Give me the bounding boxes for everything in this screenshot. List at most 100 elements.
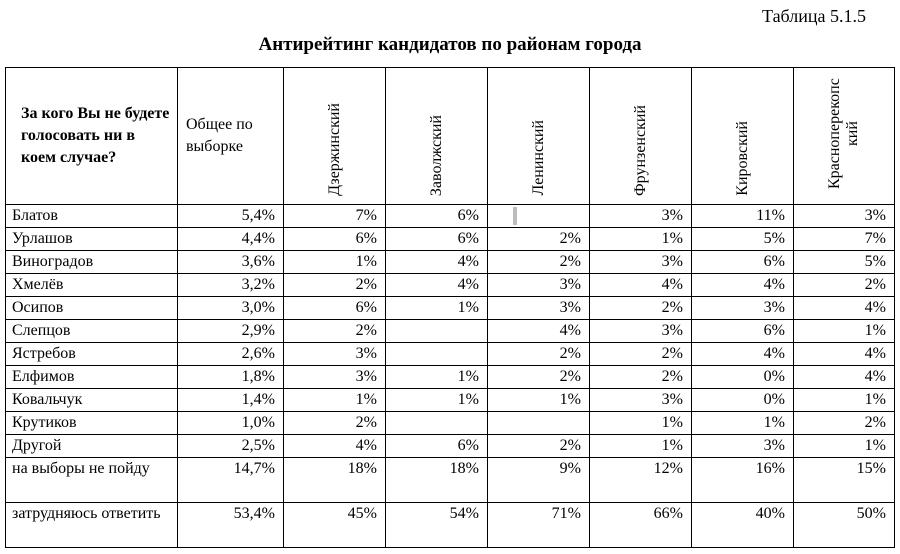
district-value: 6% <box>385 204 488 228</box>
table-row: Виноградов 3,6% 1% 4% 2% 3% 6% 5% <box>5 250 895 274</box>
district-header-dzerzhinsky: Дзержинский <box>283 67 386 205</box>
cell-marker <box>513 207 517 226</box>
district-value: 3% <box>691 434 794 458</box>
district-value: 2% <box>283 319 386 343</box>
district-value: 2% <box>487 227 590 251</box>
district-value: 2% <box>487 434 590 458</box>
district-value: 2% <box>793 273 895 297</box>
district-value: 6% <box>385 227 488 251</box>
total-value: 3,2% <box>177 273 284 297</box>
candidate-name: Крутиков <box>5 411 178 435</box>
header-row: За кого Вы не будете голосовать ни в кое… <box>5 67 895 205</box>
table-row: Блатов 5,4% 7% 6% 3% 11% 3% <box>5 204 895 228</box>
district-value: 54% <box>385 502 488 548</box>
table-title: Антирейтинг кандидатов по районам города <box>258 34 642 55</box>
candidate-name: Ястребов <box>5 342 178 366</box>
district-value: 71% <box>487 502 590 548</box>
district-value: 3% <box>589 250 692 274</box>
district-value: 1% <box>385 365 488 389</box>
district-value: 0% <box>691 388 794 412</box>
total-value: 1,4% <box>177 388 284 412</box>
district-value: 7% <box>793 227 895 251</box>
district-value: 4% <box>385 273 488 297</box>
table-row: Урлашов 4,4% 6% 6% 2% 1% 5% 7% <box>5 227 895 251</box>
district-value: 40% <box>691 502 794 548</box>
district-value: 6% <box>283 296 386 320</box>
district-value: 4% <box>385 250 488 274</box>
total-value: 5,4% <box>177 204 284 228</box>
district-value: 5% <box>793 250 895 274</box>
total-value: 2,6% <box>177 342 284 366</box>
district-header-leninsky: Ленинский <box>487 67 590 205</box>
district-value: 66% <box>589 502 692 548</box>
district-value: 1% <box>487 388 590 412</box>
total-value: 1,0% <box>177 411 284 435</box>
district-value: 4% <box>283 434 386 458</box>
total-value: 1,8% <box>177 365 284 389</box>
total-value: 3,0% <box>177 296 284 320</box>
district-value: 6% <box>283 227 386 251</box>
district-value: 1% <box>793 319 895 343</box>
district-value: 9% <box>487 457 590 503</box>
district-value: 1% <box>385 388 488 412</box>
district-value: 1% <box>589 227 692 251</box>
district-value <box>385 411 488 435</box>
district-value: 4% <box>487 319 590 343</box>
candidate-name: Осипов <box>5 296 178 320</box>
district-value: 2% <box>487 342 590 366</box>
total-value: 53,4% <box>177 502 284 548</box>
district-value: 6% <box>691 319 794 343</box>
district-value: 4% <box>793 296 895 320</box>
district-header-kirovsky: Кировский <box>691 67 794 205</box>
district-value: 3% <box>283 365 386 389</box>
district-value: 2% <box>589 296 692 320</box>
district-value: 3% <box>589 388 692 412</box>
district-value: 2% <box>283 273 386 297</box>
table-row: на выборы не пойду 14,7% 18% 18% 9% 12% 16% 15% <box>5 457 895 503</box>
district-value: 3% <box>487 273 590 297</box>
district-value: 1% <box>793 388 895 412</box>
table-row: Ястребов 2,6% 3% 2% 2% 4% 4% <box>5 342 895 366</box>
candidate-name: Хмелёв <box>5 273 178 297</box>
table-row: Хмелёв 3,2% 2% 4% 3% 4% 4% 2% <box>5 273 895 297</box>
table-row: затрудняюсь ответить 53,4% 45% 54% 71% 66% 40%… <box>5 502 895 548</box>
district-value: 2% <box>487 250 590 274</box>
district-value: 11% <box>691 204 794 228</box>
district-value <box>487 204 590 228</box>
district-value: 6% <box>385 434 488 458</box>
table-row: Осипов 3,0% 6% 1% 3% 2% 3% 4% <box>5 296 895 320</box>
table-number: Таблица 5.1.5 <box>762 6 866 26</box>
district-value: 1% <box>283 388 386 412</box>
district-value: 1% <box>691 411 794 435</box>
district-value: 2% <box>589 342 692 366</box>
district-value: 4% <box>793 365 895 389</box>
district-value: 3% <box>691 296 794 320</box>
district-value: 1% <box>793 434 895 458</box>
district-value: 1% <box>589 434 692 458</box>
district-value: 45% <box>283 502 386 548</box>
district-header-krasnoperekopsky: Красноперекопс кий <box>793 67 895 205</box>
candidate-name: Урлашов <box>5 227 178 251</box>
candidate-name: Слепцов <box>5 319 178 343</box>
candidate-name: Виноградов <box>5 250 178 274</box>
district-value <box>385 319 488 343</box>
district-value: 3% <box>793 204 895 228</box>
district-value: 3% <box>283 342 386 366</box>
candidate-name: Елфимов <box>5 365 178 389</box>
anti-rating-table: За кого Вы не будете голосовать ни в кое… <box>5 67 895 548</box>
district-value: 1% <box>589 411 692 435</box>
district-value: 1% <box>385 296 488 320</box>
district-value: 2% <box>283 411 386 435</box>
total-value: 4,4% <box>177 227 284 251</box>
district-value: 4% <box>691 273 794 297</box>
district-value: 0% <box>691 365 794 389</box>
district-value: 4% <box>793 342 895 366</box>
district-value: 3% <box>487 296 590 320</box>
district-header-zavolzhsky: Заволжский <box>385 67 488 205</box>
table-row: Ковальчук 1,4% 1% 1% 1% 3% 0% 1% <box>5 388 895 412</box>
district-value: 4% <box>691 342 794 366</box>
district-value: 18% <box>283 457 386 503</box>
candidate-name: на выборы не пойду <box>5 457 178 503</box>
district-value: 6% <box>691 250 794 274</box>
district-value: 5% <box>691 227 794 251</box>
